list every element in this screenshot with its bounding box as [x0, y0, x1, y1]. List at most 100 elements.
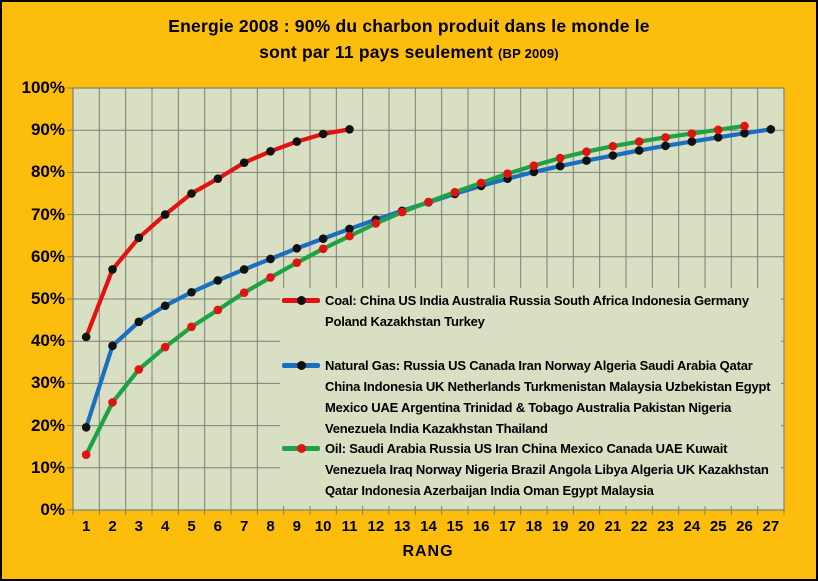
- data-point-oil: [318, 244, 328, 254]
- oil-line-marker-icon: [282, 438, 320, 459]
- x-axis-label: 13: [393, 518, 411, 535]
- data-point-coal: [160, 210, 170, 219]
- data-point-oil: [160, 342, 170, 352]
- x-axis-label: 4: [160, 518, 170, 535]
- x-axis-label: 20: [578, 518, 595, 535]
- data-point-coal: [213, 174, 223, 184]
- chart-source: (BP 2009): [498, 46, 559, 61]
- legend-entry-natural-gas: Natural Gas: Russia US Canada Iran Norwa…: [282, 355, 777, 439]
- chart-title: Energie 2008 : 90% du charbon produit da…: [2, 13, 816, 67]
- data-point-coal: [81, 332, 91, 342]
- data-point-natural-gas: [134, 317, 144, 327]
- x-axis-label: 2: [108, 518, 117, 535]
- data-point-oil: [476, 178, 486, 188]
- data-point-oil: [345, 231, 354, 241]
- data-point-oil: [450, 187, 460, 197]
- y-axis-label: 50%: [30, 289, 65, 308]
- data-point-natural-gas: [213, 276, 223, 285]
- chart-title-line2: sont par 11 pays seulement (BP 2009): [259, 42, 559, 62]
- data-point-natural-gas: [713, 133, 723, 142]
- x-axis-label: 7: [239, 518, 249, 535]
- legend-entry-oil: Oil: Saudi Arabia Russia US Iran China M…: [282, 438, 777, 501]
- data-point-oil: [81, 450, 91, 460]
- data-point-natural-gas: [266, 254, 275, 264]
- x-axis-label: 15: [446, 518, 464, 535]
- x-axis-label: 24: [683, 518, 701, 535]
- data-point-natural-gas: [318, 234, 328, 243]
- data-point-oil: [661, 133, 670, 142]
- data-point-natural-gas: [766, 125, 776, 134]
- x-axis-label: 6: [213, 518, 222, 535]
- x-axis-label: 10: [314, 518, 332, 535]
- x-axis-label: 17: [499, 518, 516, 535]
- x-axis-label: 16: [472, 518, 490, 535]
- x-axis-label: 19: [551, 518, 569, 535]
- legend: Coal: China US India Australia Russia So…: [280, 288, 781, 506]
- data-point-oil: [239, 288, 249, 297]
- data-point-oil: [134, 365, 144, 374]
- data-point-coal: [134, 233, 144, 243]
- data-point-oil: [740, 121, 749, 131]
- legend-entry-coal: Coal: China US India Australia Russia So…: [282, 290, 777, 332]
- legend-label-natural-gas: Natural Gas: Russia US Canada Iran Norwa…: [325, 358, 771, 436]
- data-point-coal: [239, 158, 249, 167]
- data-point-oil: [397, 207, 407, 217]
- legend-label-oil: Oil: Saudi Arabia Russia US Iran China M…: [325, 441, 769, 498]
- data-point-oil: [266, 273, 275, 282]
- y-axis-label: 100%: [21, 78, 65, 97]
- data-point-natural-gas: [529, 167, 539, 177]
- data-point-oil: [529, 161, 539, 170]
- data-point-coal: [266, 147, 275, 156]
- data-point-natural-gas: [687, 137, 697, 146]
- x-axis-label: 1: [81, 518, 91, 535]
- data-point-oil: [292, 258, 302, 268]
- data-point-oil: [371, 219, 381, 228]
- data-point-oil: [108, 398, 117, 407]
- y-axis-label: 30%: [30, 373, 65, 393]
- data-point-oil: [424, 197, 433, 207]
- plot-border: [72, 87, 785, 511]
- y-axis-label: 80%: [30, 162, 65, 182]
- x-axis-label: 8: [266, 518, 275, 535]
- data-point-natural-gas: [187, 287, 196, 297]
- y-axis-label: 20%: [30, 415, 65, 435]
- data-point-natural-gas: [634, 146, 644, 155]
- x-axis-label: 5: [187, 518, 196, 535]
- data-point-oil: [187, 322, 196, 332]
- data-point-coal: [187, 189, 196, 198]
- data-point-oil: [213, 305, 223, 315]
- data-point-oil: [608, 141, 618, 151]
- x-axis-label: 11: [341, 518, 358, 535]
- data-point-oil: [582, 147, 591, 157]
- data-point-oil: [687, 129, 697, 138]
- x-axis-label: 14: [420, 518, 437, 535]
- x-axis-label: 9: [292, 518, 301, 535]
- x-axis-title: RANG: [402, 543, 454, 560]
- data-point-natural-gas: [740, 128, 749, 138]
- x-axis-label: 3: [134, 518, 143, 535]
- data-point-natural-gas: [292, 244, 302, 253]
- x-axis-label: 25: [709, 518, 727, 535]
- y-axis-label: 90%: [30, 120, 65, 140]
- gas-line-marker-icon: [282, 355, 320, 376]
- data-point-natural-gas: [160, 301, 170, 311]
- data-point-coal: [318, 129, 328, 139]
- x-axis-label: 12: [367, 518, 385, 535]
- y-axis-label: 70%: [30, 204, 65, 224]
- data-point-oil: [634, 137, 644, 146]
- coal-line-marker-icon: [282, 290, 320, 311]
- data-point-natural-gas: [345, 224, 354, 234]
- data-point-natural-gas: [239, 265, 249, 274]
- y-axis-label: 0%: [40, 500, 65, 519]
- series-line-oil: [84, 123, 747, 457]
- data-point-natural-gas: [661, 141, 670, 151]
- data-point-natural-gas: [555, 161, 565, 171]
- data-point-oil: [503, 169, 512, 178]
- data-point-natural-gas: [608, 151, 618, 160]
- data-point-natural-gas: [108, 341, 117, 351]
- data-point-oil: [713, 125, 723, 135]
- x-axis-label: 21: [604, 518, 622, 535]
- x-axis-label: 23: [657, 518, 674, 535]
- x-axis-label: 22: [630, 518, 648, 535]
